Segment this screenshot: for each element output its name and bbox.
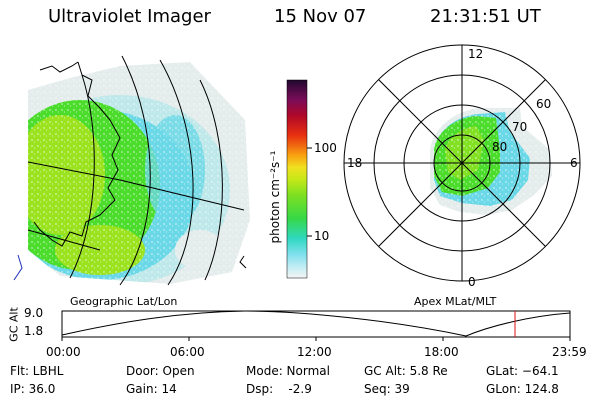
- mlt-label-left: 18: [347, 156, 363, 170]
- coastline: [39, 61, 79, 73]
- colorbar-unit-label: photon cm⁻²s⁻¹: [268, 150, 282, 244]
- dsp-readout: Dsp: -2.9: [246, 382, 312, 396]
- right-panel-caption: Apex MLat/MLT: [414, 295, 497, 308]
- time-label: 21:31:51 UT: [430, 6, 541, 27]
- orbit-y-tick-max: 9.0: [24, 306, 44, 320]
- mode-readout: Mode: Normal: [246, 364, 330, 378]
- left-panel-caption: Geographic Lat/Lon: [70, 295, 178, 308]
- mlt-label-bottom: 0: [468, 275, 476, 289]
- app-title: Ultraviolet Imager: [48, 6, 211, 27]
- orbit-y-tick-min: 1.8: [24, 324, 44, 338]
- geo-grid: [27, 55, 245, 286]
- mlat-label-80: 80: [492, 140, 508, 154]
- gain-readout: Gain: 14: [126, 382, 177, 396]
- glon-readout: GLon: 124.8: [486, 382, 559, 396]
- polar-grid: [343, 44, 581, 282]
- mlat-label-70: 70: [512, 120, 528, 134]
- mlt-label-right: 6: [570, 156, 578, 170]
- orbit-x-tick: 23:59: [552, 345, 587, 359]
- colorbar: [286, 79, 308, 279]
- door-readout: Door: Open: [126, 364, 195, 378]
- mlat-label-60: 60: [536, 97, 552, 111]
- filter-readout: Flt: LBHL: [10, 364, 64, 378]
- colorbar-tick-100: 100: [314, 141, 337, 155]
- mlt-label-top: 12: [468, 47, 484, 61]
- orbit-plot: [61, 310, 571, 341]
- orbit-x-tick: 00:00: [46, 345, 81, 359]
- left-aurora-image: [28, 62, 250, 284]
- orbit-x-tick: 06:00: [170, 345, 205, 359]
- polar-aurora-image: [420, 100, 560, 220]
- orbit-x-tick: 12:00: [297, 345, 332, 359]
- gc-alt-readout: GC Alt: 5.8 Re: [364, 364, 448, 378]
- seq-readout: Seq: 39: [364, 382, 410, 396]
- glat-readout: GLat: −64.1: [486, 364, 559, 378]
- orbit-axis-label: GC Alt: [7, 307, 21, 342]
- colorbar-tick-10: 10: [314, 229, 330, 243]
- date-label: 15 Nov 07: [274, 6, 367, 27]
- orbit-x-tick: 18:00: [424, 345, 459, 359]
- ip-readout: IP: 36.0: [10, 382, 56, 396]
